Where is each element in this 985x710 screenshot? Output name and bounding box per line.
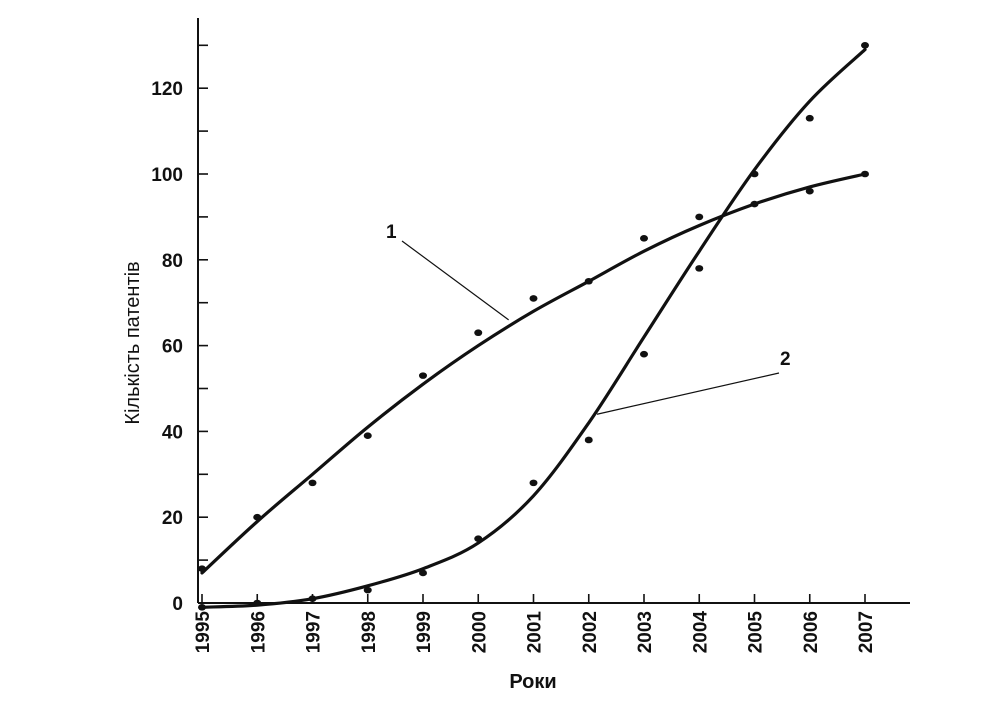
x-tick-label: 2002 [580,611,601,653]
series-1-curve [200,172,867,575]
series-2-point [805,114,814,122]
x-axis: 1995 1996 1997 1998 1999 2000 2001 2002 2003 2004… [193,594,910,653]
series-2-point [640,350,648,358]
x-tick-label: 2000 [469,611,490,653]
series-1 [198,170,869,575]
series-1-point [308,479,317,487]
series-1-point [198,565,206,572]
series-2-point [584,436,593,444]
y-tick-label: 60 [162,337,183,358]
x-tick-label: 1995 [193,611,214,654]
series-1-point [805,187,814,195]
series-2-point [198,603,206,611]
series-1-point [695,213,704,221]
series-2-curve [200,48,867,609]
series-2-point [861,42,869,49]
y-tick-label: 80 [162,251,183,272]
y-tick-label: 100 [151,165,183,186]
x-tick-label: 2005 [746,611,767,654]
series-2-point [253,599,262,607]
series-1-point [640,235,648,242]
series-2-label: 2 [780,349,791,370]
x-tick-label: 1997 [304,611,325,653]
series-2-point [695,265,704,272]
y-tick-label: 120 [151,79,183,100]
y-tick-label: 40 [162,422,183,443]
series-1-point [474,329,483,337]
x-tick-label: 2001 [525,611,546,654]
x-tick-label: 1996 [248,611,269,653]
x-ticks: 1995 1996 1997 1998 1999 2000 2001 2002 2003 2004… [193,594,877,653]
x-tick-label: 2003 [635,611,656,653]
series-1-callout-line [401,240,509,321]
x-tick-label: 2004 [690,611,711,654]
y-axis: 0 20 40 60 80 100 120 [151,18,208,615]
x-axis-title: Роки [509,671,556,693]
series-1-point [750,200,759,208]
series-1-point [861,170,869,178]
series-1-point [584,277,593,285]
series-1-point [253,513,262,521]
y-tick-label: 0 [172,594,183,615]
x-tick-label: 1999 [414,611,435,653]
series-2-point [750,170,759,178]
series-layer [198,42,869,611]
series-2-point [529,479,538,487]
curve-callouts: 1 2 [386,222,791,415]
series-1-label: 1 [386,222,397,243]
series-2-point [363,586,372,594]
series-1-point [419,372,427,379]
series-2-point [474,535,483,542]
y-tick-label: 20 [162,508,183,529]
x-tick-label: 1998 [359,611,380,653]
series-2 [198,42,869,611]
y-ticks: 0 20 40 60 80 100 120 [151,44,208,615]
x-tick-label: 2007 [856,611,877,653]
series-2-point [308,595,317,603]
series-2-callout-line [596,372,780,415]
x-tick-label: 2006 [801,611,822,653]
series-1-point [363,432,372,439]
series-2-point [419,569,427,577]
y-axis-title: Кількість патентів [122,261,144,424]
series-1-point [529,295,538,302]
